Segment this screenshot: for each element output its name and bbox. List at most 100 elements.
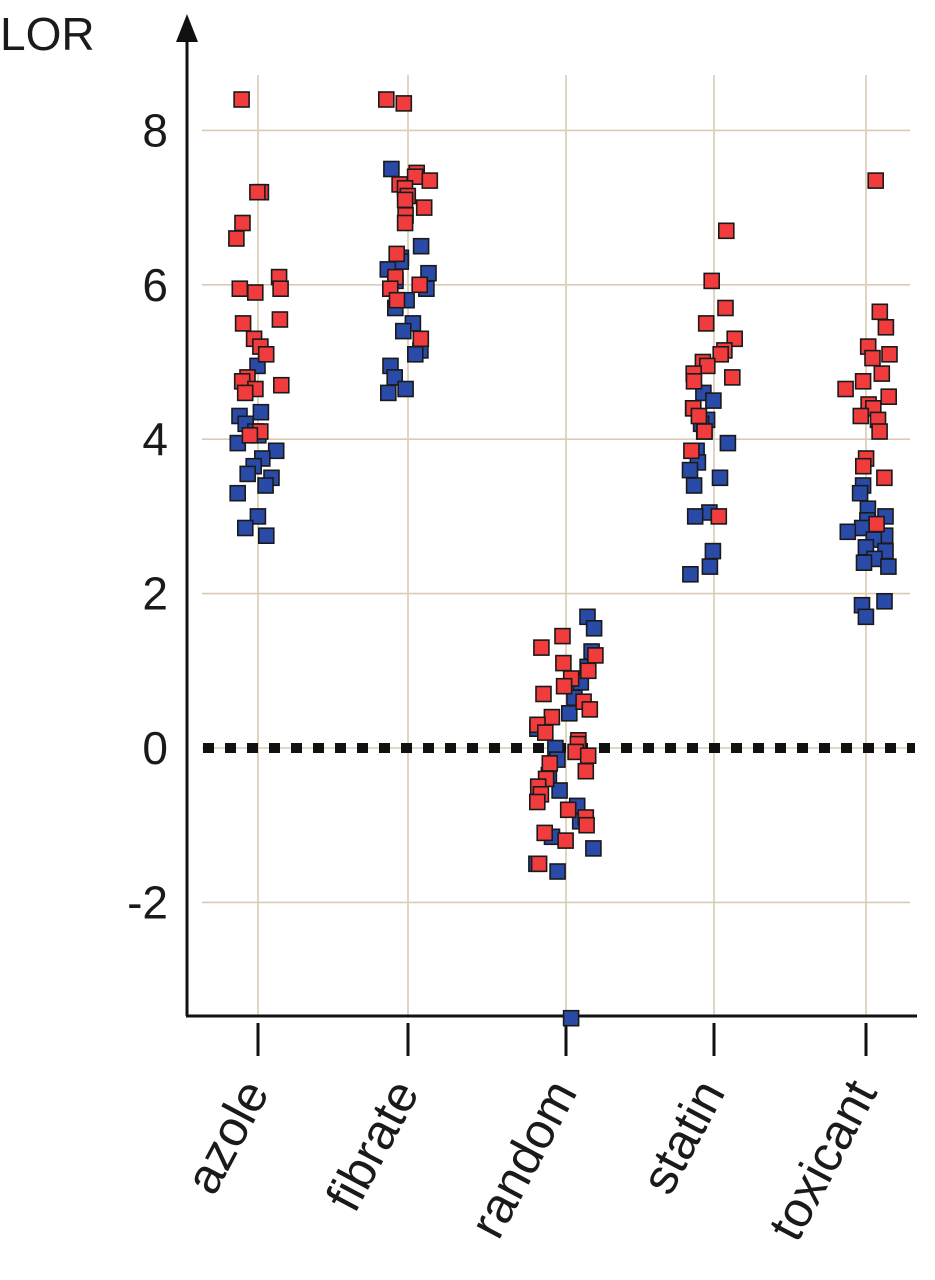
data-point-red bbox=[541, 755, 559, 772]
data-point-red bbox=[579, 662, 597, 680]
data-point-red bbox=[377, 91, 395, 108]
y-axis-arrow-icon bbox=[176, 14, 198, 42]
data-point-red bbox=[581, 701, 599, 718]
data-point-red bbox=[233, 91, 250, 108]
data-point-red bbox=[854, 372, 872, 390]
data-point-blue bbox=[257, 527, 275, 545]
data-point-red bbox=[412, 330, 430, 348]
data-point-blue bbox=[394, 322, 412, 340]
data-point-red bbox=[535, 685, 552, 703]
data-point-blue bbox=[229, 484, 246, 502]
data-point-red bbox=[257, 345, 275, 363]
y-tick-label: 0 bbox=[142, 722, 168, 774]
data-point-blue bbox=[379, 384, 397, 402]
data-point-red bbox=[234, 214, 251, 232]
category-label: toxicant bbox=[757, 1071, 887, 1250]
data-point-red bbox=[557, 832, 574, 849]
data-point-blue bbox=[682, 565, 699, 583]
data-point-red bbox=[528, 793, 546, 811]
data-point-red bbox=[703, 272, 721, 290]
data-point-red bbox=[247, 284, 264, 301]
data-point-blue bbox=[685, 477, 703, 494]
category-labels: azole fibrate random statin toxicant bbox=[174, 1023, 888, 1249]
data-point-blue bbox=[705, 392, 722, 409]
axis-layer: LOR bbox=[0, 8, 917, 1018]
data-point-red bbox=[577, 762, 595, 780]
data-point-red bbox=[876, 469, 893, 487]
data-points bbox=[228, 91, 898, 1027]
data-point-red bbox=[712, 345, 730, 363]
data-point-blue bbox=[560, 704, 578, 722]
data-point-red bbox=[231, 280, 249, 298]
data-point-red bbox=[698, 357, 716, 375]
data-point-red bbox=[697, 315, 715, 332]
data-point-red bbox=[690, 407, 708, 425]
data-point-red bbox=[880, 388, 898, 406]
data-point-red bbox=[683, 442, 700, 460]
data-point-red bbox=[854, 457, 872, 475]
data-point-red bbox=[421, 172, 439, 189]
data-point-red bbox=[723, 369, 741, 386]
data-point-red bbox=[710, 508, 728, 525]
data-point-red bbox=[249, 183, 266, 201]
data-point-red bbox=[533, 639, 550, 656]
category-label: statin bbox=[630, 1071, 736, 1203]
data-point-blue bbox=[876, 592, 893, 610]
data-point-blue bbox=[267, 442, 285, 460]
data-point-red bbox=[717, 299, 734, 317]
data-point-blue bbox=[239, 465, 256, 483]
data-point-red bbox=[228, 230, 245, 247]
data-point-blue bbox=[562, 1009, 580, 1027]
data-point-blue bbox=[549, 863, 566, 880]
data-point-blue bbox=[681, 461, 699, 479]
data-point-red bbox=[717, 222, 735, 240]
data-point-red bbox=[852, 407, 870, 425]
data-point-blue bbox=[839, 523, 857, 541]
data-point-blue bbox=[686, 508, 704, 525]
data-point-blue bbox=[412, 237, 430, 255]
data-point-red bbox=[837, 380, 854, 398]
data-point-red bbox=[543, 708, 561, 726]
data-point-red bbox=[868, 515, 885, 533]
data-point-red bbox=[871, 303, 889, 321]
data-point-red bbox=[241, 426, 259, 444]
data-point-red bbox=[873, 365, 891, 382]
data-point-red bbox=[685, 372, 703, 390]
data-point-blue bbox=[585, 840, 602, 857]
data-point-blue bbox=[585, 619, 603, 637]
data-point-red bbox=[554, 627, 571, 645]
y-axis-label: LOR bbox=[0, 8, 95, 60]
data-point-red bbox=[388, 291, 406, 309]
data-point-red bbox=[559, 801, 577, 819]
data-point-blue bbox=[257, 477, 274, 494]
category-label: azole bbox=[174, 1071, 280, 1203]
data-point-blue bbox=[249, 508, 267, 525]
data-point-red bbox=[536, 824, 554, 842]
data-point-red bbox=[415, 199, 433, 216]
y-tick-label: 4 bbox=[142, 413, 168, 465]
data-point-blue bbox=[551, 782, 568, 799]
data-point-red bbox=[234, 315, 252, 332]
data-point-blue bbox=[855, 554, 873, 572]
data-point-red bbox=[388, 245, 406, 263]
data-point-red bbox=[236, 384, 254, 402]
data-point-red bbox=[411, 276, 429, 294]
data-point-blue bbox=[397, 380, 414, 398]
data-point-blue bbox=[701, 558, 719, 575]
data-point-red bbox=[578, 816, 595, 834]
data-point-red bbox=[396, 214, 414, 232]
data-point-red bbox=[579, 747, 597, 765]
data-point-red bbox=[271, 311, 289, 328]
data-point-red bbox=[555, 677, 573, 695]
data-point-blue bbox=[880, 558, 897, 575]
data-point-red bbox=[587, 647, 604, 664]
data-point-blue bbox=[252, 403, 270, 421]
data-point-red bbox=[396, 191, 414, 209]
data-point-red bbox=[877, 318, 895, 336]
data-point-red bbox=[530, 855, 548, 873]
data-point-red bbox=[871, 423, 888, 440]
data-point-red bbox=[272, 376, 290, 394]
data-point-blue bbox=[237, 519, 254, 537]
data-point-blue bbox=[406, 345, 424, 363]
y-tick-label: -2 bbox=[127, 876, 168, 928]
